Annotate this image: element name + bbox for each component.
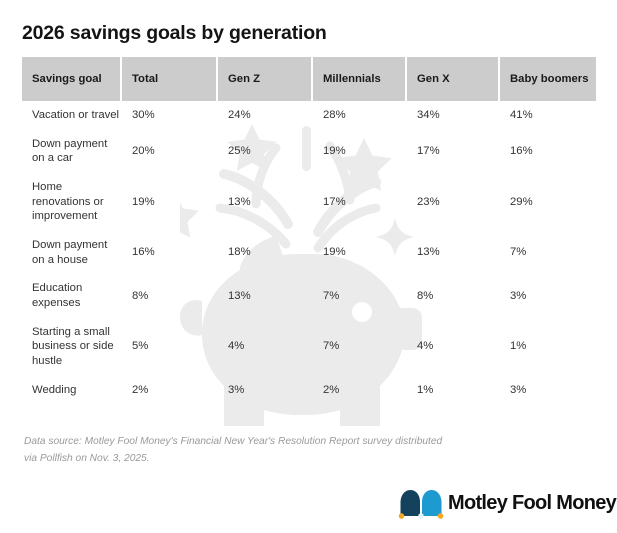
cell-millennials: 2% xyxy=(323,383,340,396)
cell-millennials: 19% xyxy=(323,246,346,259)
cell-gen-z: 3% xyxy=(228,383,245,396)
cell-gen-x: 1% xyxy=(417,383,434,396)
column-header-total: Total xyxy=(122,57,218,101)
table-row: Down payment on a house 16% 18% 19% 13% … xyxy=(22,231,596,274)
cell-total: 30% xyxy=(132,109,155,121)
cell-goal: Education expenses xyxy=(32,282,83,310)
savings-goals-table: Savings goal Total Gen Z Millennials Gen… xyxy=(22,57,596,404)
cell-millennials: 7% xyxy=(323,289,340,302)
cell-goal: Home renovations or improvement xyxy=(32,181,104,223)
cell-gen-z: 25% xyxy=(228,145,251,157)
table-row: Wedding 2% 3% 2% 1% 3% xyxy=(22,376,596,405)
cell-goal: Starting a small business or side hustle xyxy=(32,325,114,368)
motley-fool-money-logo: Motley Fool Money xyxy=(398,485,617,521)
cell-goal: Vacation or travel xyxy=(32,109,120,121)
cell-baby-boomers: 3% xyxy=(510,289,527,302)
cell-baby-boomers: 3% xyxy=(510,383,527,396)
cell-gen-x: 8% xyxy=(417,289,434,302)
cell-millennials: 28% xyxy=(323,109,346,121)
table-row: Education expenses 8% 13% 7% 8% 3% xyxy=(22,274,596,317)
cell-gen-z: 4% xyxy=(228,340,245,353)
cell-millennials: 17% xyxy=(323,195,346,208)
cell-gen-z: 13% xyxy=(228,289,251,302)
cell-total: 5% xyxy=(132,340,149,353)
column-header-millennials: Millennials xyxy=(313,57,407,101)
cell-gen-z: 18% xyxy=(228,246,251,259)
cell-goal: Wedding xyxy=(32,383,77,396)
cell-baby-boomers: 16% xyxy=(510,145,533,157)
cell-total: 2% xyxy=(132,383,149,396)
cell-gen-x: 13% xyxy=(417,246,440,259)
cell-baby-boomers: 29% xyxy=(510,195,533,208)
cell-total: 20% xyxy=(132,145,155,157)
column-header-gen-x: Gen X xyxy=(407,57,500,101)
cell-baby-boomers: 7% xyxy=(510,246,527,259)
table-row: Down payment on a car 20% 25% 19% 17% 16… xyxy=(22,130,596,173)
cell-gen-x: 23% xyxy=(417,195,440,208)
cell-total: 8% xyxy=(132,289,149,302)
table-row: Starting a small business or side hustle… xyxy=(22,318,596,376)
column-header-savings-goal: Savings goal xyxy=(22,57,122,101)
column-header-baby-boomers: Baby boomers xyxy=(500,57,596,101)
page-title: 2026 savings goals by generation xyxy=(22,22,327,44)
cell-gen-x: 34% xyxy=(417,109,440,121)
table-header-row: Savings goal Total Gen Z Millennials Gen… xyxy=(22,57,596,101)
column-header-gen-z: Gen Z xyxy=(218,57,313,101)
cell-millennials: 7% xyxy=(323,340,340,353)
cell-total: 19% xyxy=(132,195,155,208)
cell-goal: Down payment on a car xyxy=(32,137,108,165)
table-row: Home renovations or improvement 19% 13% … xyxy=(22,173,596,231)
data-source-note: Data source: Motley Fool Money's Financi… xyxy=(24,436,443,464)
logo-wordmark: Motley Fool Money xyxy=(448,491,617,514)
cell-baby-boomers: 1% xyxy=(510,340,527,353)
cell-gen-x: 17% xyxy=(417,145,440,157)
cell-millennials: 19% xyxy=(323,145,346,157)
jester-hat-icon xyxy=(398,490,444,519)
cell-gen-z: 13% xyxy=(228,195,251,208)
table-row: Vacation or travel 30% 24% 28% 34% 41% xyxy=(22,101,596,130)
cell-gen-x: 4% xyxy=(417,340,434,353)
cell-goal: Down payment on a house xyxy=(32,239,108,266)
cell-baby-boomers: 41% xyxy=(510,109,533,121)
cell-total: 16% xyxy=(132,246,155,259)
cell-gen-z: 24% xyxy=(228,109,251,121)
